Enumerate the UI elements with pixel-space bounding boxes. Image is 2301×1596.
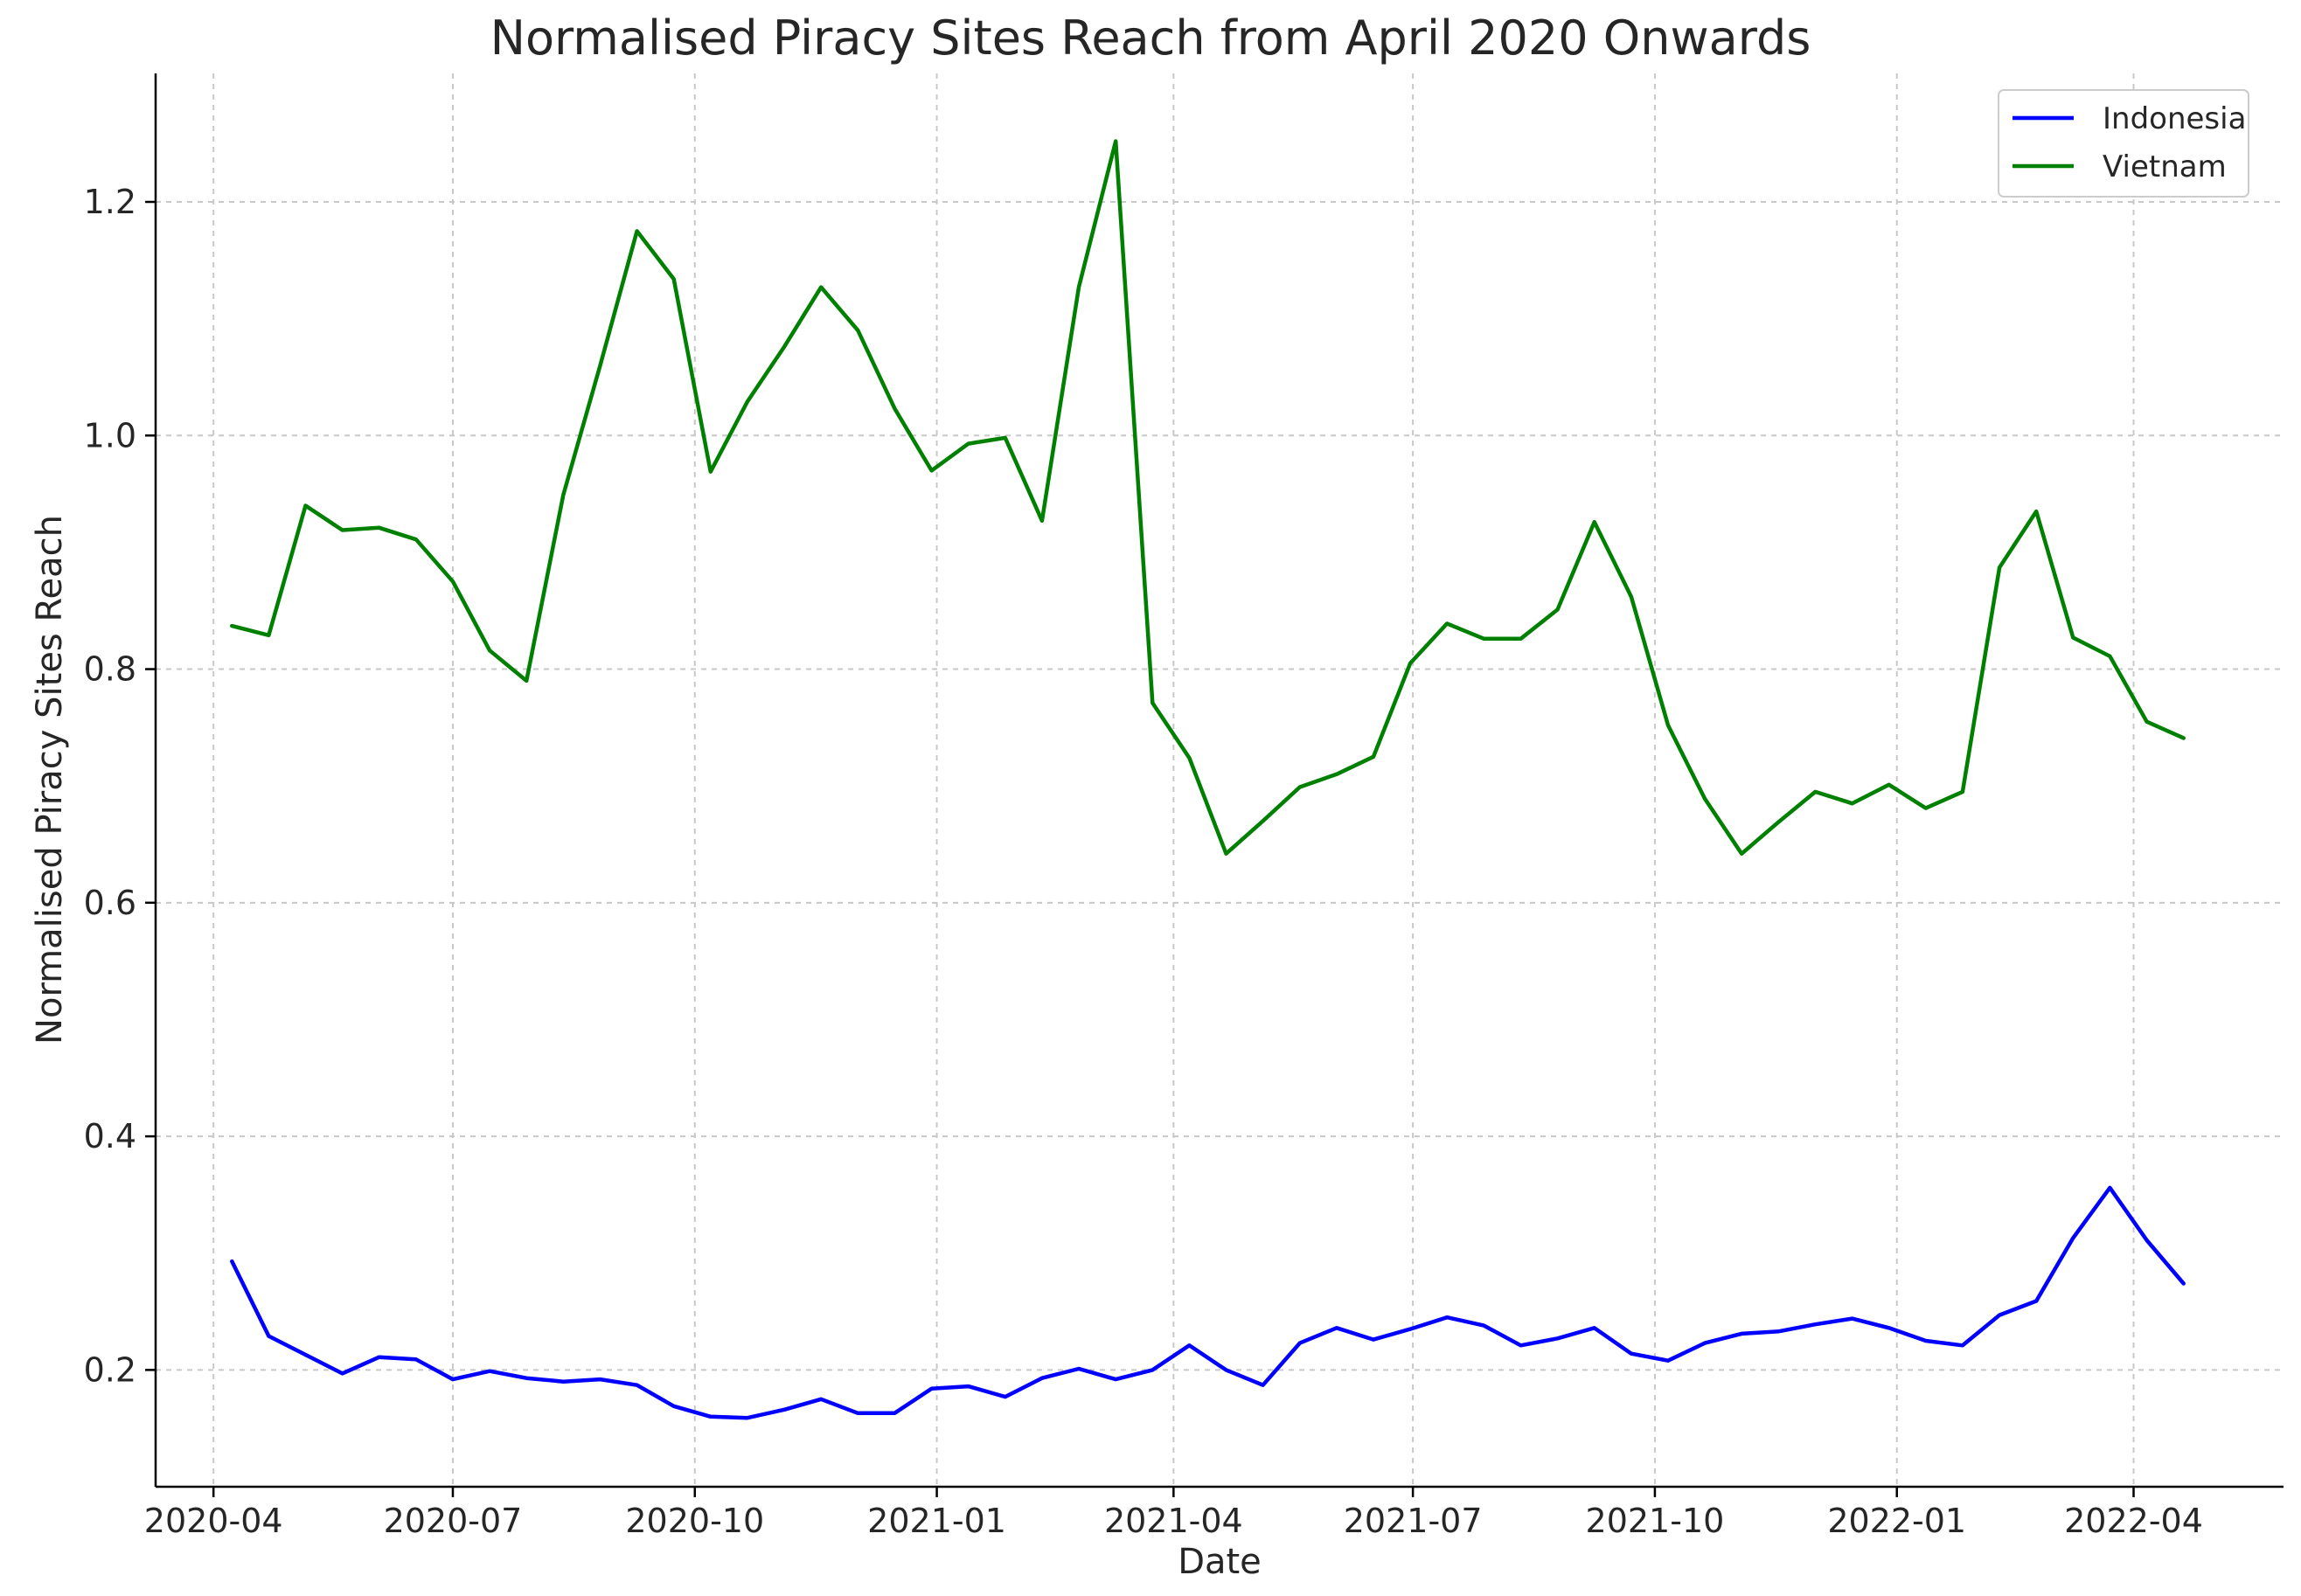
y-gridlines	[156, 201, 2284, 1371]
x-tick-label: 2020-10	[625, 1502, 764, 1540]
x-axis-title: Date	[1178, 1542, 1262, 1582]
x-tick-label: 2021-04	[1104, 1502, 1243, 1540]
series-line-indonesia	[230, 1185, 2186, 1420]
series-layer	[230, 139, 2186, 1420]
x-tick-label: 2020-04	[144, 1502, 283, 1540]
y-axis-title: Normalised Piracy Sites Reach	[30, 515, 70, 1044]
x-tick-label: 2020-07	[384, 1502, 523, 1540]
x-tick-label: 2021-01	[867, 1502, 1006, 1540]
x-tick-label: 2022-04	[2064, 1502, 2203, 1540]
legend-label-vietnam: Vietnam	[2103, 149, 2227, 184]
x-tick-label: 2022-01	[1827, 1502, 1966, 1540]
chart-title: Normalised Piracy Sites Reach from April…	[490, 10, 1811, 66]
y-tick-label: 0.2	[84, 1350, 136, 1389]
series-line-vietnam	[230, 139, 2186, 856]
y-tick-label: 0.8	[84, 650, 136, 689]
axes	[154, 73, 2284, 1488]
y-axis-ticks: 0.2 0.4 0.6 0.8 1.0 1.2	[84, 183, 156, 1389]
x-axis-ticks: 2020-04 2020-07 2020-10 2021-01 2021-04 2021-…	[144, 1487, 2203, 1540]
y-tick-label: 1.2	[84, 183, 136, 221]
y-tick-label: 0.4	[84, 1117, 136, 1155]
x-gridlines	[212, 73, 2135, 1487]
legend: Indonesia Vietnam	[1998, 89, 2249, 198]
legend-label-indonesia: Indonesia	[2103, 101, 2246, 136]
x-tick-label: 2021-07	[1344, 1502, 1483, 1540]
x-tick-label: 2021-10	[1586, 1502, 1725, 1540]
y-tick-label: 1.0	[84, 416, 136, 455]
y-tick-label: 0.6	[84, 884, 136, 922]
